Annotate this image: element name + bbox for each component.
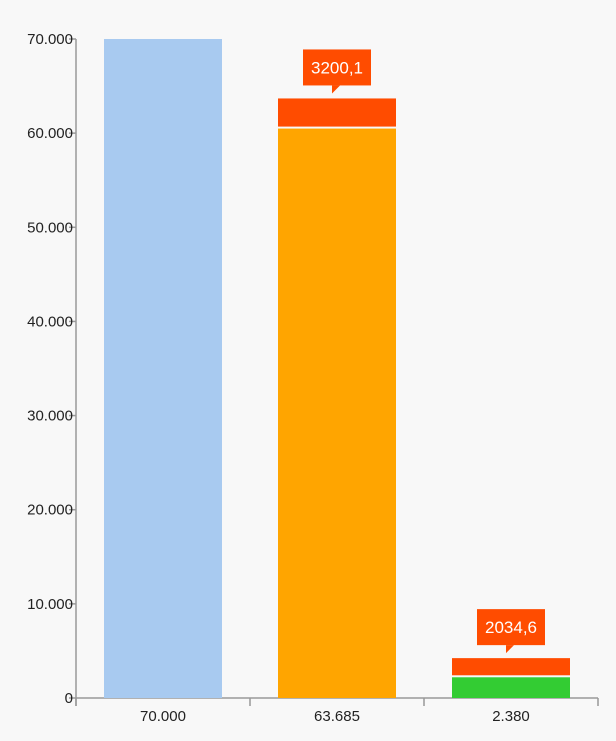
y-tick-label: 60.000 — [27, 125, 73, 142]
y-tick-label: 30.000 — [27, 408, 73, 425]
y-tick-label: 20.000 — [27, 502, 73, 519]
callouts: 3200,1 2034,6 — [303, 49, 545, 654]
bar-segment — [452, 658, 570, 676]
y-tick-label: 50.000 — [27, 219, 73, 236]
callout-pointer — [506, 645, 514, 654]
bar-segment — [278, 128, 396, 699]
y-tick-label: 0 — [65, 690, 73, 707]
x-tick-label: 63.685 — [314, 708, 360, 725]
callout-label: 2034,6 — [485, 618, 537, 637]
bar-segment — [104, 39, 222, 698]
x-tick-label: 70.000 — [140, 708, 186, 725]
y-axis: 0 10.000 20.000 30.000 40.000 50.000 60.000 70.… — [27, 31, 77, 707]
callout-box — [477, 609, 545, 646]
bars — [104, 39, 570, 699]
y-tick-label: 40.000 — [27, 313, 73, 330]
callout-label: 3200,1 — [311, 58, 363, 77]
value-callout: 2034,6 — [477, 609, 545, 654]
y-tick-label: 10.000 — [27, 596, 73, 613]
x-tick-label: 2.380 — [492, 708, 530, 725]
value-callout: 3200,1 — [303, 49, 371, 94]
callout-pointer — [332, 85, 340, 94]
y-tick-label: 70.000 — [27, 31, 73, 48]
x-axis: 70.000 63.685 2.380 — [75, 697, 599, 725]
callout-box — [303, 49, 371, 86]
bar-segment — [278, 98, 396, 127]
bar-segment — [452, 677, 570, 698]
